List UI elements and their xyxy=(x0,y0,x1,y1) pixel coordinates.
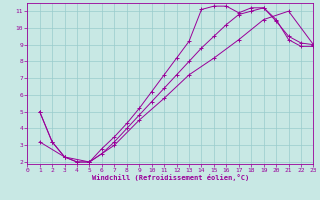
X-axis label: Windchill (Refroidissement éolien,°C): Windchill (Refroidissement éolien,°C) xyxy=(92,174,249,181)
